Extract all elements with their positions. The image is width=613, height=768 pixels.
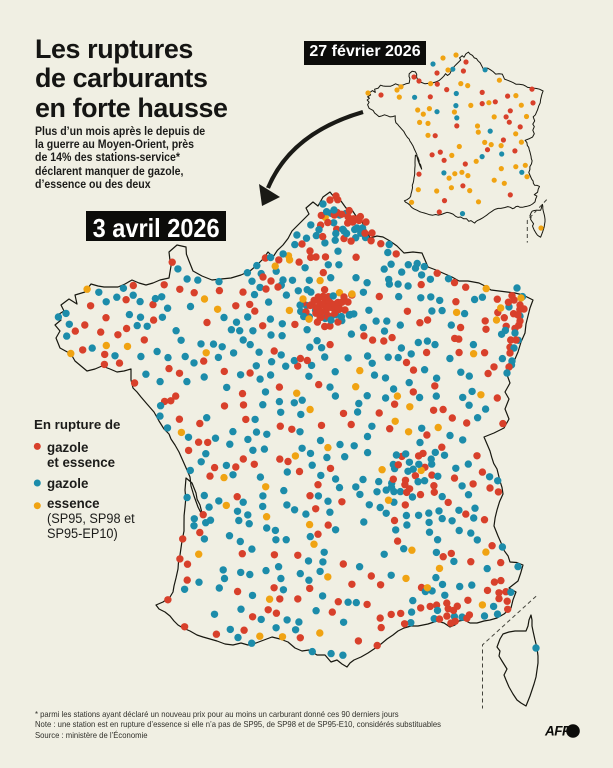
svg-text:AFP: AFP [544,724,572,739]
